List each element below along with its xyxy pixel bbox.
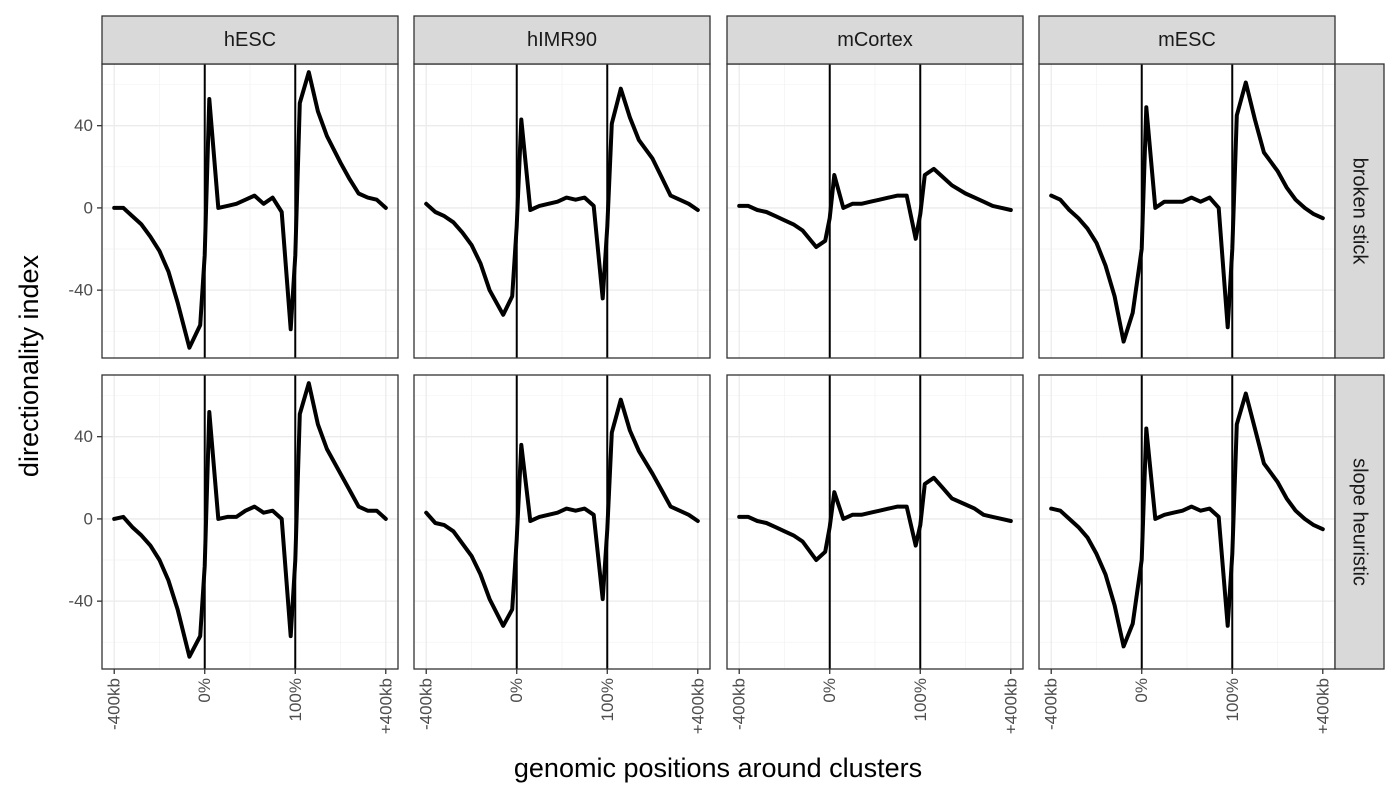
row-strip-slope-heuristic: slope heuristic (1334, 374, 1385, 670)
panel-mcortex-broken-stick (726, 63, 1024, 359)
series-line-hesc-broken-stick (112, 70, 388, 350)
series-line-mesc-slope-heuristic (1049, 391, 1325, 649)
y-axis-broken-stick: -40 0 40 (68, 116, 102, 300)
panel-hesc-broken-stick (101, 63, 399, 359)
x-axis-mcortex: -400kb 0% 100% +400kb (730, 669, 1020, 734)
series-line-mcortex-slope-heuristic (737, 475, 1013, 562)
row-strip-label: slope heuristic (1349, 458, 1371, 586)
series-line-himr90-broken-stick (424, 86, 700, 317)
x-tick-label: 0% (820, 678, 839, 703)
x-tick-label: +400kb (688, 678, 707, 734)
row-strip-background (1334, 63, 1385, 359)
x-tick-label: -400kb (1042, 678, 1061, 730)
x-axis-mesc: -400kb 0% 100% +400kb (1042, 669, 1332, 734)
x-tick-label: 100% (286, 678, 305, 721)
y-tick-label: 0 (84, 198, 93, 217)
y-tick-label: 40 (74, 116, 93, 135)
x-axis-himr90: -400kb 0% 100% +400kb (417, 669, 707, 734)
x-axes: -400kb 0% 100% +400kb -400kb 0% 100% +400kb -400… (105, 669, 1332, 734)
panel-border (101, 374, 399, 670)
x-tick-label: 0% (507, 678, 526, 703)
row-strip-label: broken stick (1349, 158, 1371, 266)
series-line-hesc-slope-heuristic (112, 381, 388, 659)
panel-border (726, 374, 1024, 670)
column-strip-label: mESC (1158, 29, 1216, 51)
column-strip-mcortex: mCortex (726, 15, 1024, 65)
panel-mesc-broken-stick (1038, 63, 1336, 359)
x-tick-label: 100% (911, 678, 930, 721)
y-tick-label: 0 (84, 509, 93, 528)
column-strip-background (413, 15, 711, 65)
x-tick-label: -400kb (730, 678, 749, 730)
x-tick-label: +400kb (376, 678, 395, 734)
series-line-himr90-slope-heuristic (424, 397, 700, 628)
x-axis-title: genomic positions around clusters (514, 753, 922, 783)
column-strip-mesc: mESC (1038, 15, 1336, 65)
y-axes: -40 0 40 -40 0 40 (68, 116, 102, 611)
y-axis-slope-heuristic: -40 0 40 (68, 427, 102, 611)
column-strip-background (726, 15, 1024, 65)
y-axis-title: directionality index (14, 254, 44, 477)
column-strip-label: mCortex (837, 29, 913, 51)
column-strip-label: hESC (224, 29, 276, 51)
column-strip-background (1038, 15, 1336, 65)
panel-mcortex-slope-heuristic (726, 374, 1024, 670)
column-strips: hESC hIMR90 mCortex mESC (101, 15, 1336, 65)
x-tick-label: 0% (1132, 678, 1151, 703)
column-strip-hesc: hESC (101, 15, 399, 65)
row-strip-broken-stick: broken stick (1334, 63, 1385, 359)
panel-himr90-slope-heuristic (413, 374, 711, 670)
x-tick-label: 100% (598, 678, 617, 721)
y-tick-label: 40 (74, 427, 93, 446)
facet-panels (101, 63, 1336, 670)
y-tick-label: -40 (68, 281, 93, 300)
column-strip-label: hIMR90 (527, 29, 597, 51)
x-axis-hesc: -400kb 0% 100% +400kb (105, 669, 395, 734)
x-tick-label: 100% (1223, 678, 1242, 721)
column-strip-background (101, 15, 399, 65)
x-tick-label: -400kb (105, 678, 124, 730)
x-tick-label: +400kb (1001, 678, 1020, 734)
series-line-mesc-broken-stick (1049, 80, 1325, 344)
series-line-mcortex-broken-stick (737, 166, 1013, 249)
panel-border (413, 374, 711, 670)
x-tick-label: +400kb (1313, 678, 1332, 734)
panel-mesc-slope-heuristic (1038, 374, 1336, 670)
x-tick-label: -400kb (417, 678, 436, 730)
x-tick-label: 0% (195, 678, 214, 703)
panel-hesc-slope-heuristic (101, 374, 399, 670)
row-strips: broken stick slope heuristic (1334, 63, 1385, 670)
column-strip-himr90: hIMR90 (413, 15, 711, 65)
panel-himr90-broken-stick (413, 63, 711, 359)
row-strip-background (1334, 374, 1385, 670)
y-tick-label: -40 (68, 592, 93, 611)
